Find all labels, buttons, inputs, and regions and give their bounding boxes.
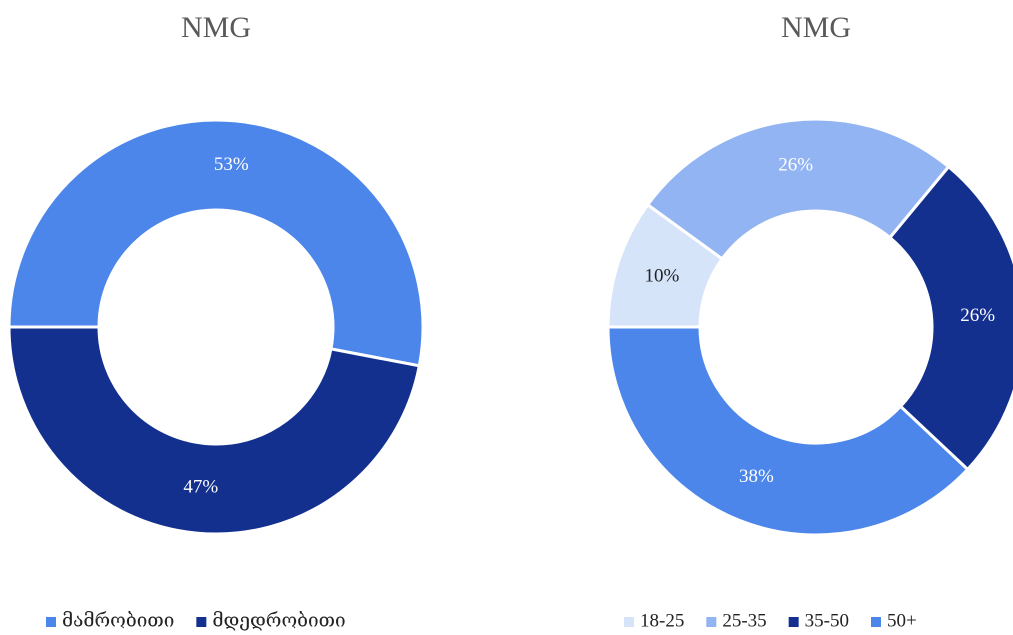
data-label: 26% (960, 305, 995, 326)
data-label: 53% (214, 154, 249, 175)
legend-swatch (706, 617, 717, 627)
legend-label: მამრობითი (62, 610, 174, 631)
donut-slice (7, 118, 425, 368)
legend-swatch (196, 617, 207, 627)
legend-swatch (788, 617, 799, 627)
legend-label: 18-25 (640, 610, 684, 631)
data-label: 26% (778, 155, 813, 176)
chart-title: NMG (181, 11, 251, 44)
legend-label: 35-50 (805, 610, 849, 631)
data-label: 47% (183, 477, 218, 498)
legend-swatch (46, 617, 56, 627)
legend-swatch (624, 617, 634, 627)
chart-title: NMG (781, 11, 851, 44)
data-label: 10% (645, 265, 680, 286)
legend-label: 50+ (887, 610, 917, 631)
donut-slice (645, 117, 951, 261)
donut-slice (7, 325, 422, 536)
donut-slice (606, 325, 970, 537)
legend-label: 25-35 (722, 610, 766, 631)
legend-swatch (870, 617, 881, 627)
donut-slice (887, 164, 1013, 472)
data-label: 38% (739, 466, 774, 487)
legend-label: მდედრობითი (212, 610, 345, 631)
